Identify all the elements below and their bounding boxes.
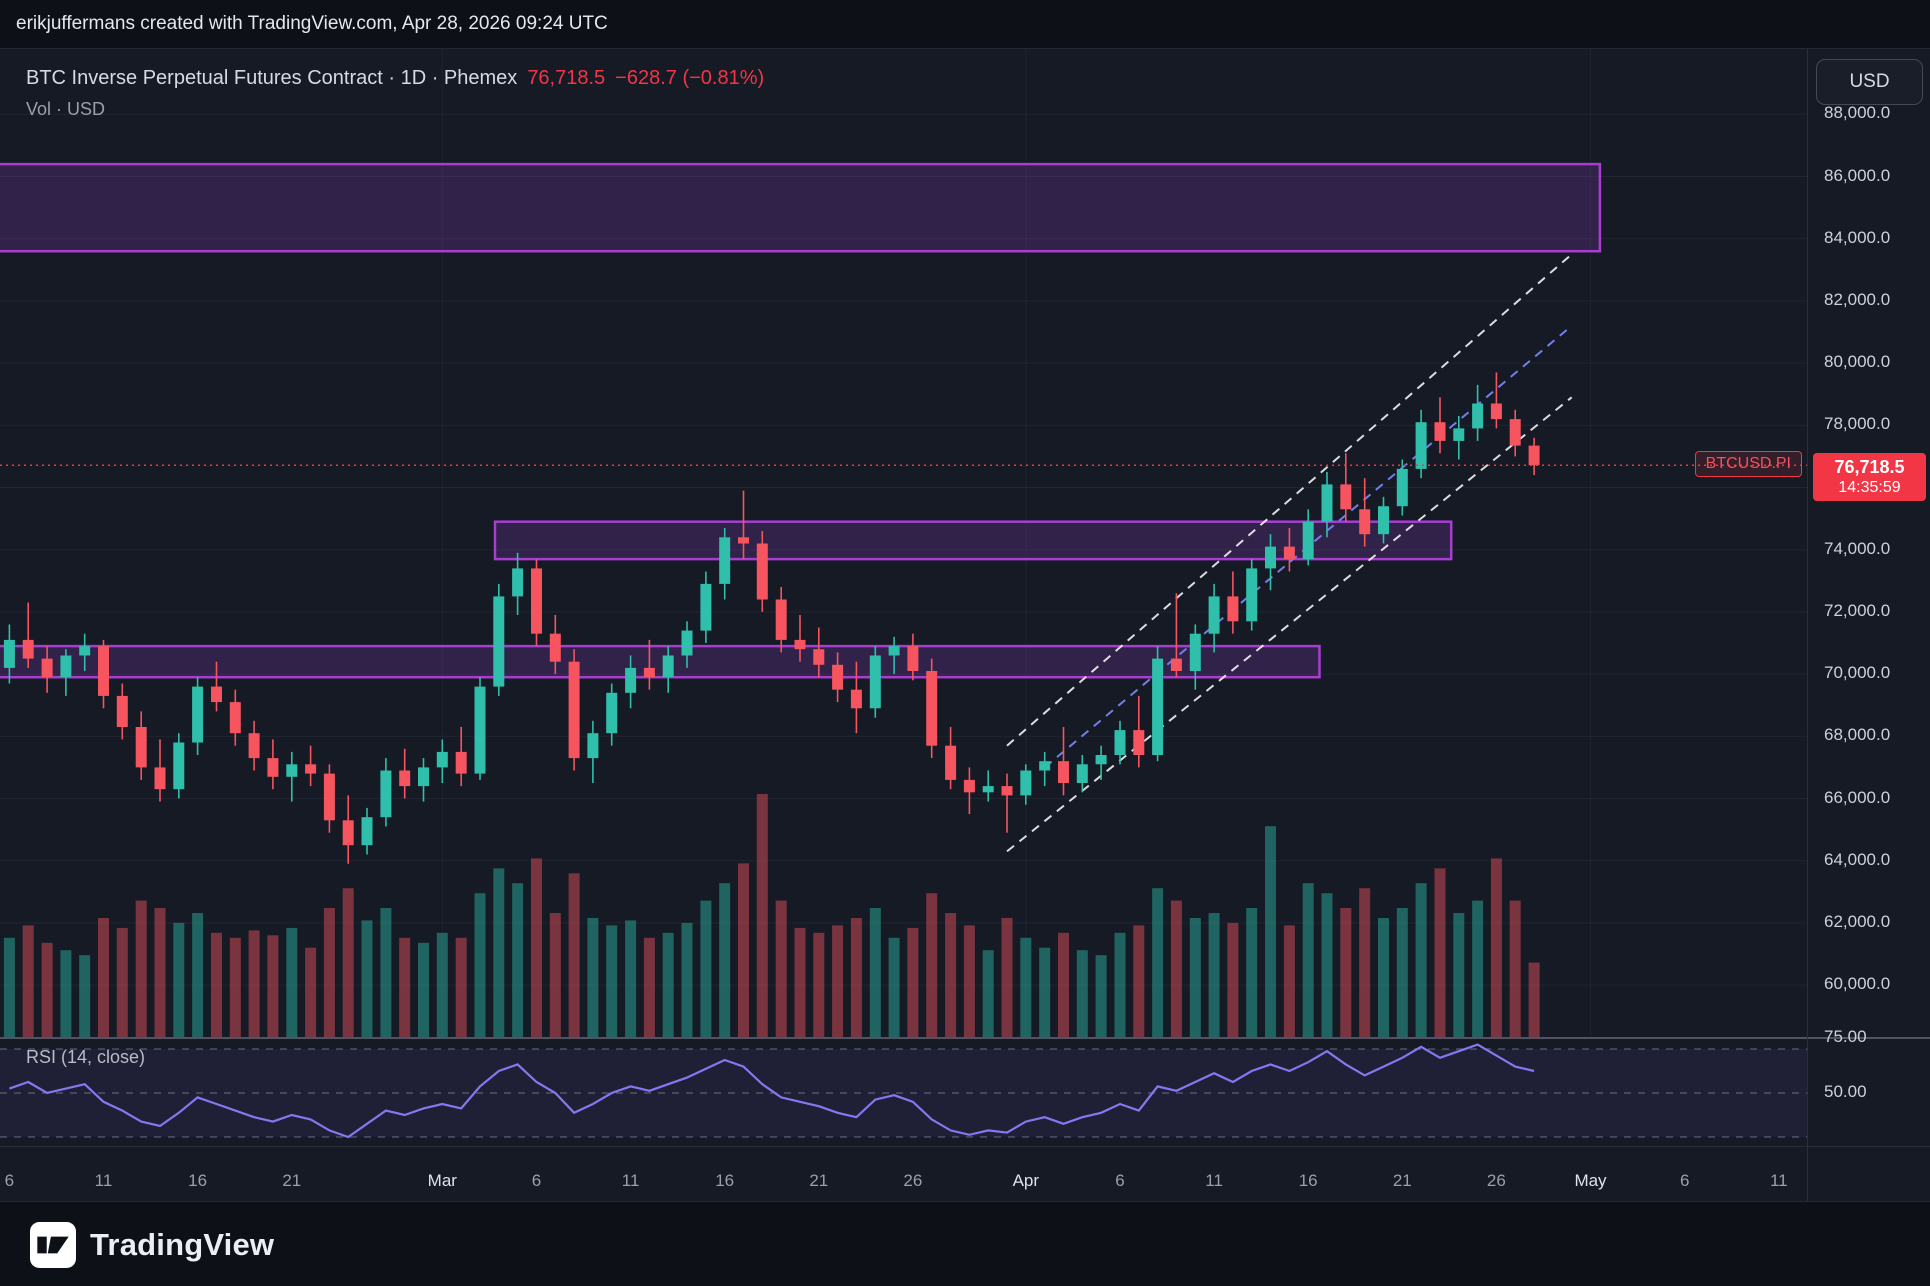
time-axis-label: 26 xyxy=(1486,1171,1506,1190)
price-axis-label: 60,000.0 xyxy=(1824,974,1891,994)
time-axis-month-label: Apr xyxy=(1012,1171,1040,1190)
price-axis-label: 68,000.0 xyxy=(1824,725,1891,745)
chart-widget: BTC Inverse Perpetual Futures Contract ·… xyxy=(0,48,1930,1202)
chart-legend: BTC Inverse Perpetual Futures Contract ·… xyxy=(26,67,764,120)
bar-countdown: 14:35:59 xyxy=(1838,479,1901,497)
time-axis-label: 21 xyxy=(1392,1171,1412,1190)
tradingview-logo-icon xyxy=(30,1222,76,1268)
price-axis-label: 88,000.0 xyxy=(1824,103,1891,123)
time-axis-label: 21 xyxy=(282,1171,302,1190)
rsi-axis-label: 50.00 xyxy=(1824,1082,1867,1101)
time-axis[interactable]: 6 11 16 21 Mar 6 11 16 21 26 Apr 6 11 16 21 26 May 6 11 xyxy=(0,1147,1807,1201)
time-axis-label: 16 xyxy=(188,1171,208,1190)
last-price-tag-value: 76,718.5 xyxy=(1834,457,1905,478)
attribution-text: erikjuffermans created with TradingView.… xyxy=(16,13,608,34)
price-axis-label: 86,000.0 xyxy=(1824,165,1891,185)
last-price-tag: 76,718.5 14:35:59 xyxy=(1813,453,1926,502)
time-axis-label: 11 xyxy=(621,1171,640,1190)
time-axis-label: 6 xyxy=(531,1171,542,1190)
price-chart-canvas[interactable] xyxy=(0,49,1807,1146)
currency-toggle-button[interactable]: USD xyxy=(1816,59,1923,105)
rsi-indicator-legend[interactable]: RSI (14, close) xyxy=(26,1047,146,1067)
time-axis-label: 11 xyxy=(1205,1171,1223,1190)
chart-plot-area[interactable]: BTC Inverse Perpetual Futures Contract ·… xyxy=(0,49,1807,1146)
price-change-text: −628.7 (−0.81%) xyxy=(615,67,765,89)
price-axis-label: 66,000.0 xyxy=(1824,787,1891,807)
price-line-ticker-label: BTCUSD.PI xyxy=(1694,451,1802,478)
time-axis-label: 11 xyxy=(1769,1171,1788,1190)
time-axis-month-label: Mar xyxy=(427,1171,457,1190)
time-axis-label: 16 xyxy=(715,1171,735,1190)
time-axis-label: 16 xyxy=(1298,1171,1318,1190)
rsi-axis-label: 75.00 xyxy=(1824,1027,1867,1046)
symbol-header-row: BTC Inverse Perpetual Futures Contract ·… xyxy=(26,67,764,90)
price-axis-label: 84,000.0 xyxy=(1824,227,1891,247)
price-axis-label: 74,000.0 xyxy=(1824,538,1891,558)
time-axis-label: 26 xyxy=(903,1171,923,1190)
price-axis-label: 62,000.0 xyxy=(1824,911,1891,931)
price-axis-label: 78,000.0 xyxy=(1824,414,1891,434)
price-axis-label: 70,000.0 xyxy=(1824,663,1891,683)
last-price-text: 76,718.5 xyxy=(527,67,606,89)
tradingview-logo-text: TradingView xyxy=(90,1227,275,1262)
time-axis-label: 21 xyxy=(809,1171,829,1190)
pane-separator[interactable] xyxy=(0,1037,1930,1039)
time-axis-separator xyxy=(0,1146,1930,1147)
price-axis-label: 72,000.0 xyxy=(1824,600,1891,620)
symbol-title[interactable]: BTC Inverse Perpetual Futures Contract ·… xyxy=(26,67,518,89)
time-axis-label: 11 xyxy=(94,1171,113,1190)
time-axis-label: 6 xyxy=(1679,1171,1690,1190)
time-axis-label: 6 xyxy=(1115,1171,1125,1190)
tradingview-logo[interactable]: TradingView xyxy=(30,1222,274,1268)
price-axis[interactable]: USD 76,718.5 14:35:59 88,000.0 86,000.0 84… xyxy=(1807,49,1930,1201)
time-axis-month-label: May xyxy=(1574,1171,1607,1190)
time-axis-label: 6 xyxy=(4,1171,15,1190)
price-axis-label: 82,000.0 xyxy=(1824,289,1891,309)
volume-indicator-legend[interactable]: Vol · USD xyxy=(26,99,106,119)
price-axis-label: 64,000.0 xyxy=(1824,849,1891,869)
price-axis-label: 80,000.0 xyxy=(1824,352,1891,372)
